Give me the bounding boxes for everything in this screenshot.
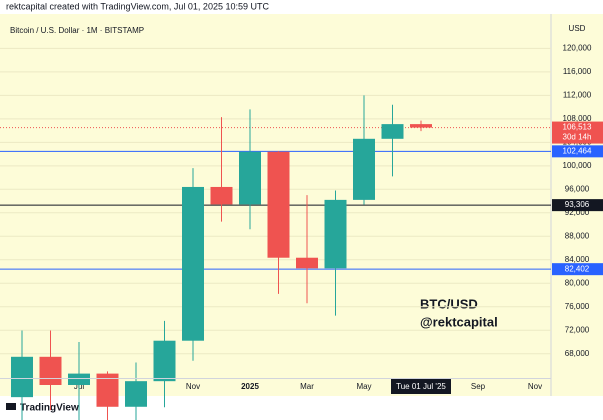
candle-body <box>11 356 33 398</box>
y-tick-label: 100,000 <box>563 161 592 170</box>
x-tick-label: Nov <box>186 382 200 391</box>
y-axis-label: USD <box>569 24 586 33</box>
crosshair-date-box <box>391 379 451 394</box>
header: rektcapital created with TradingView.com… <box>6 1 269 11</box>
candle-body <box>267 151 290 258</box>
price-axis-background <box>551 14 603 378</box>
level-label: 93,306 <box>565 200 590 209</box>
x-tick-label: 2025 <box>241 382 259 391</box>
x-tick-label: Tue 01 Jul '25 <box>396 382 446 391</box>
level-label: 102,464 <box>563 146 592 155</box>
y-tick-label: 88,000 <box>565 231 590 240</box>
y-tick-label: 72,000 <box>565 325 590 334</box>
last-price-label: 106,513 <box>563 123 592 132</box>
level-label: 82,402 <box>565 264 590 273</box>
candle-body <box>68 373 90 385</box>
level-label-box <box>552 145 603 158</box>
candle-body <box>353 138 375 200</box>
y-tick-label: 120,000 <box>563 43 592 52</box>
level-label-box <box>552 199 603 212</box>
candle-body <box>296 257 318 269</box>
x-tick-label: Mar <box>300 382 314 391</box>
y-tick-label: 108,000 <box>563 114 592 123</box>
candle-body <box>410 124 432 128</box>
candle-body <box>96 373 119 407</box>
footer-logo <box>6 403 16 410</box>
y-tick-label: 96,000 <box>565 184 590 193</box>
candle-body <box>210 186 233 205</box>
y-tick-label: 68,000 <box>565 349 590 358</box>
candle-body <box>324 199 347 269</box>
y-tick-label: 116,000 <box>563 67 592 76</box>
footer: TradingView <box>20 403 79 414</box>
x-tick-label: May <box>356 382 371 391</box>
last-price-box <box>552 121 603 144</box>
watermark: @rektcapital <box>420 314 498 329</box>
candle-body <box>239 151 261 205</box>
countdown-label: 30d 14h <box>563 133 592 142</box>
candle-body <box>125 381 147 407</box>
candle-body <box>39 356 62 385</box>
time-axis-cover <box>0 378 551 379</box>
watermark: BTC/USD <box>420 296 478 311</box>
level-label-box <box>552 263 603 276</box>
x-tick-label: Nov <box>528 382 542 391</box>
chart-title: Bitcoin / U.S. Dollar · 1M · BITSTAMP <box>10 26 144 35</box>
x-tick-label: Sep <box>471 382 486 391</box>
time-axis-background <box>0 378 603 396</box>
y-tick-label: 84,000 <box>565 255 590 264</box>
candle-body <box>182 186 204 341</box>
candle-body <box>153 340 176 382</box>
y-tick-label: 76,000 <box>565 302 590 311</box>
y-tick-label: 92,000 <box>565 208 590 217</box>
y-tick-label: 112,000 <box>563 90 592 99</box>
y-tick-label: 80,000 <box>565 278 590 287</box>
candle-body <box>381 124 404 139</box>
